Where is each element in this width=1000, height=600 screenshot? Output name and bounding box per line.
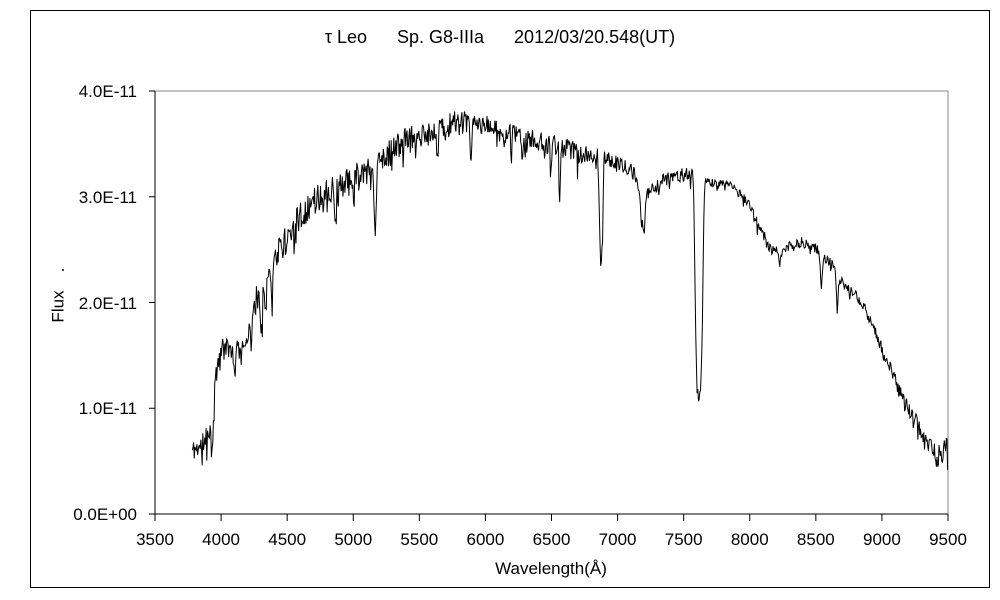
y-tick-label: 4.0E-11: [78, 82, 137, 101]
x-tick-label: 4000: [202, 530, 240, 549]
x-tick-label: 3500: [136, 530, 174, 549]
stray-mark: [62, 269, 64, 271]
chart-title: τ Leo Sp. G8-IIIa 2012/03/20.548(UT): [0, 28, 1000, 46]
y-tick-label: 2.0E-11: [78, 293, 137, 313]
x-tick-label: 8000: [730, 530, 769, 549]
x-tick-label: 7000: [598, 530, 637, 549]
x-tick-label: 8500: [796, 530, 835, 549]
x-tick-label: 5000: [334, 530, 373, 549]
y-tick-label: 0.0E+00: [73, 505, 137, 524]
title-star-name: τ Leo: [324, 27, 367, 47]
x-tick-label: 4500: [268, 530, 307, 549]
x-tick-label: 5500: [400, 530, 439, 549]
x-tick-label: 6500: [532, 530, 571, 549]
title-spectral-type: Sp. G8-IIIa: [397, 27, 485, 47]
x-tick-label: 9000: [862, 530, 901, 549]
x-tick-label: 6000: [466, 530, 505, 549]
y-tick-label: 3.0E-11: [78, 187, 137, 207]
spectrum-line: [191, 111, 949, 471]
x-tick-label: 9500: [929, 530, 967, 549]
x-tick-label: 7500: [664, 530, 703, 549]
title-observation-datetime: 2012/03/20.548(UT): [514, 27, 676, 47]
x-axis-title: Wavelength(Å): [495, 559, 607, 578]
y-tick-label: 1.0E-11: [78, 399, 137, 419]
chart-outer-border: [30, 10, 990, 588]
